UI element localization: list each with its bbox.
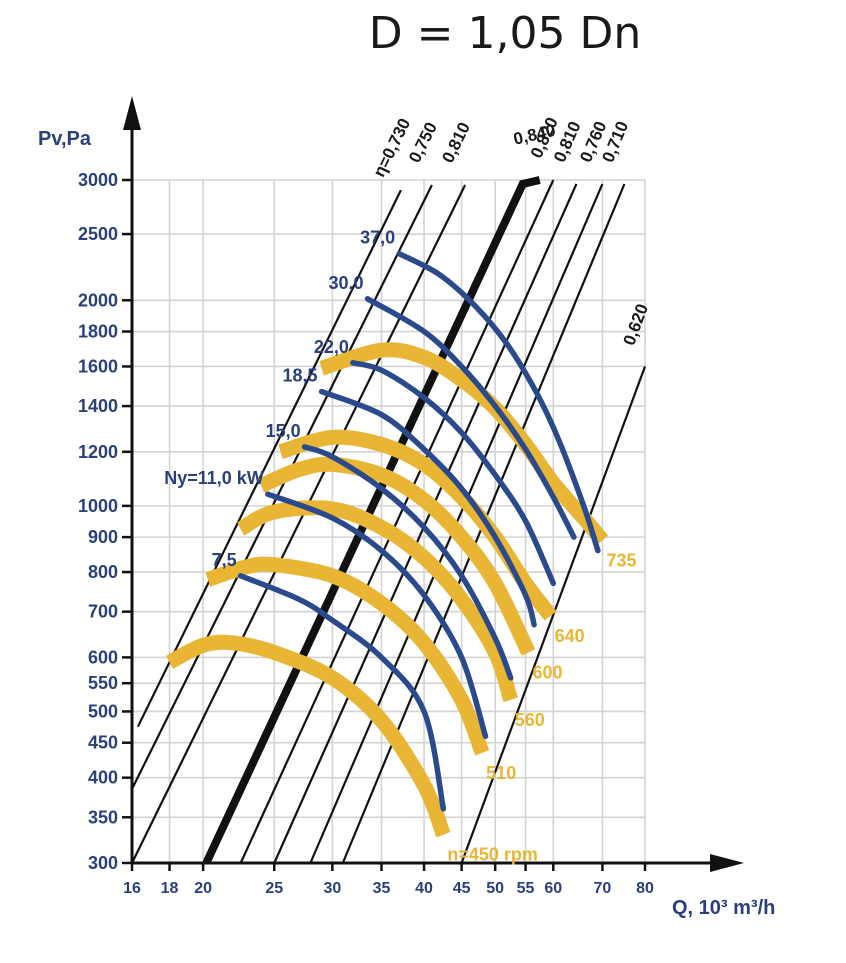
- x-tick-label: 16: [123, 880, 141, 897]
- x-tick-label: 55: [517, 880, 535, 897]
- y-tick-label: 300: [88, 853, 118, 873]
- efficiency-line: [273, 183, 578, 864]
- x-tick-label: 80: [636, 880, 654, 897]
- power-curve: [364, 296, 577, 540]
- power-curve: [237, 573, 447, 812]
- performance-curves: [165, 250, 609, 838]
- y-tick-label: 2500: [78, 224, 118, 244]
- rpm-curve: [236, 500, 518, 703]
- x-tick-label: 20: [194, 880, 212, 897]
- efficiency-label: 0,620: [620, 301, 653, 347]
- x-tick-label: 18: [161, 880, 179, 897]
- power-label: 30,0: [328, 273, 363, 293]
- y-tick-label: 600: [88, 647, 118, 667]
- efficiency-line: [239, 179, 555, 864]
- y-tick-label: 350: [88, 807, 118, 827]
- y-tick-label: 800: [88, 562, 118, 582]
- rpm-label: n=450 rpm: [447, 845, 538, 865]
- rpm-label: 640: [555, 626, 585, 646]
- y-tick-label: 700: [88, 602, 118, 622]
- x-axis-arrow-icon: [710, 854, 744, 872]
- efficiency-line: [202, 176, 541, 864]
- rpm-curve: [205, 556, 490, 756]
- rpm-curve: [165, 634, 451, 838]
- x-tick-label: 70: [594, 880, 612, 897]
- y-axis-arrow-icon: [123, 96, 141, 130]
- power-label: 22,0: [314, 337, 349, 357]
- rpm-curve: [258, 456, 536, 656]
- y-tick-label: 1800: [78, 322, 118, 342]
- y-tick-label: 500: [88, 701, 118, 721]
- power-label: 37,0: [360, 228, 395, 248]
- power-curve: [301, 444, 514, 681]
- y-tick-label: 550: [88, 673, 118, 693]
- power-label: Ny=11,0 kW: [164, 468, 264, 488]
- power-curve: [265, 491, 489, 739]
- rpm-label: 600: [532, 662, 562, 682]
- chart-title: D = 1,05 Dn: [369, 8, 641, 59]
- rpm-label: 735: [606, 550, 636, 570]
- y-tick-label: 400: [88, 768, 118, 788]
- y-tick-label: 1600: [78, 356, 118, 376]
- x-axis-label: Q, 10³ m³/h: [672, 897, 775, 919]
- efficiency-label: η=0,730: [370, 115, 415, 180]
- efficiency-line: [132, 184, 433, 790]
- power-curve: [350, 360, 557, 587]
- x-tick-label: 30: [323, 880, 341, 897]
- x-tick-label: 50: [486, 880, 504, 897]
- efficiency-line: [136, 189, 402, 728]
- rpm-label: 510: [486, 763, 516, 783]
- x-tick-label: 60: [544, 880, 562, 897]
- x-tick-label: 35: [373, 880, 391, 897]
- grid: [132, 179, 646, 863]
- y-tick-label: 3000: [78, 170, 118, 190]
- y-ticks: 300 350 400 450 500 550 600 700 800 900 1000 1200 14…: [78, 170, 132, 873]
- rpm-curve: [278, 429, 557, 621]
- x-tick-label: 40: [415, 880, 433, 897]
- power-curve: [396, 250, 601, 554]
- y-tick-label: 900: [88, 527, 118, 547]
- x-tick-label: 25: [265, 880, 283, 897]
- x-ticks: 16 18 20 25 30 35 40 45 50 55 60 70 80: [123, 863, 654, 897]
- efficiency-line: [460, 366, 647, 864]
- rpm-label: 560: [515, 710, 545, 730]
- efficiency-label: 0,810: [438, 119, 474, 166]
- y-tick-label: 1000: [78, 496, 118, 516]
- power-curve: [318, 388, 537, 628]
- y-tick-label: 1400: [78, 396, 118, 416]
- power-label: 7,5: [212, 550, 237, 570]
- x-tick-label: 45: [453, 880, 471, 897]
- y-axis-label: Pv,Pa: [38, 128, 92, 150]
- efficiency-line: [132, 184, 467, 864]
- y-tick-label: 450: [88, 733, 118, 753]
- y-tick-label: 1200: [78, 442, 118, 462]
- power-label: 18,5: [283, 366, 318, 386]
- y-tick-label: 2000: [78, 290, 118, 310]
- power-label: 15,0: [266, 421, 301, 441]
